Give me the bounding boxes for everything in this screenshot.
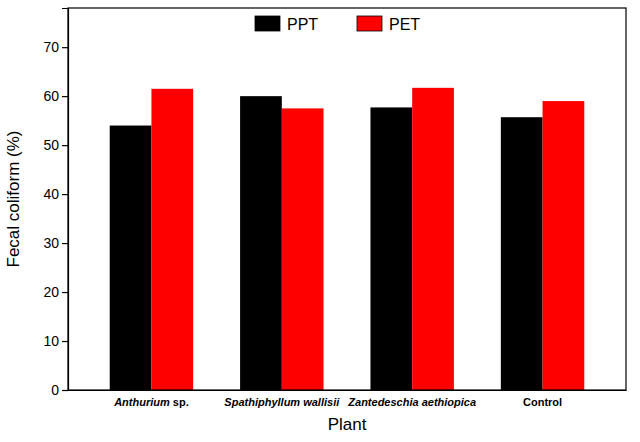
- chart: 0 10 20 30 40 50 60 70 Anthurium sp. Spathiphyllu…: [0, 0, 640, 442]
- y-axis-title: Fecal coliform (%): [4, 131, 23, 268]
- x-tick: Anthurium sp.: [113, 396, 189, 408]
- legend-item: PPT: [255, 16, 318, 33]
- y-tick-mark: [62, 47, 68, 48]
- y-tick: 60: [43, 88, 68, 104]
- y-tick-mark: [62, 243, 68, 244]
- y-tick: 10: [43, 333, 68, 349]
- y-tick: 70: [43, 39, 68, 55]
- x-tick: Control: [523, 396, 562, 408]
- y-tick-mark: [62, 292, 68, 293]
- bar: [412, 88, 454, 390]
- bars: [110, 88, 585, 390]
- plot-frame: [68, 8, 626, 390]
- y-tick-label: 50: [43, 137, 59, 153]
- x-axis-line: [69, 390, 627, 391]
- y-tick-mark: [62, 341, 68, 342]
- y-tick-label: 60: [43, 88, 59, 104]
- x-tick: Zantedeschia aethiopica: [347, 396, 476, 408]
- legend: PPT PET: [255, 16, 420, 33]
- y-tick-label: 40: [43, 186, 59, 202]
- y-tick-mark: [62, 194, 68, 195]
- y-tick: 20: [43, 284, 68, 300]
- legend-label: PET: [389, 16, 420, 33]
- y-tick-label: 10: [43, 333, 59, 349]
- y-tick-label: 70: [43, 39, 59, 55]
- x-tick-label: Control: [523, 396, 562, 408]
- y-axis-line: [62, 9, 69, 391]
- x-tick-label: Anthurium sp.: [113, 396, 189, 408]
- x-axis-title: Plant: [328, 415, 367, 434]
- y-tick: 50: [43, 137, 68, 153]
- x-tick-label: Zantedeschia aethiopica: [347, 396, 476, 408]
- x-tick-label: Spathiphyllum wallisii: [224, 396, 340, 408]
- y-tick-label: 0: [51, 382, 59, 398]
- y-tick: 40: [43, 186, 68, 202]
- bar: [240, 96, 282, 390]
- y-tick-mark: [62, 390, 68, 391]
- y-axis: 0 10 20 30 40 50 60 70: [43, 9, 68, 398]
- bar: [501, 117, 543, 390]
- bar: [282, 108, 324, 390]
- y-tick: 0: [51, 382, 68, 398]
- bar: [370, 107, 412, 390]
- bar: [151, 89, 193, 390]
- y-tick-label: 30: [43, 235, 59, 251]
- y-tick-mark: [62, 145, 68, 146]
- legend-label: PPT: [287, 16, 318, 33]
- x-axis: Anthurium sp. Spathiphyllum wallisii Zante…: [69, 391, 627, 408]
- legend-item: PET: [357, 16, 420, 33]
- bar: [543, 101, 585, 390]
- y-tick-label: 20: [43, 284, 59, 300]
- y-tick: 30: [43, 235, 68, 251]
- x-tick: Spathiphyllum wallisii: [224, 396, 340, 408]
- legend-swatch: [255, 16, 280, 31]
- legend-swatch: [357, 16, 382, 31]
- bar: [110, 126, 152, 390]
- y-tick-mark: [62, 96, 68, 97]
